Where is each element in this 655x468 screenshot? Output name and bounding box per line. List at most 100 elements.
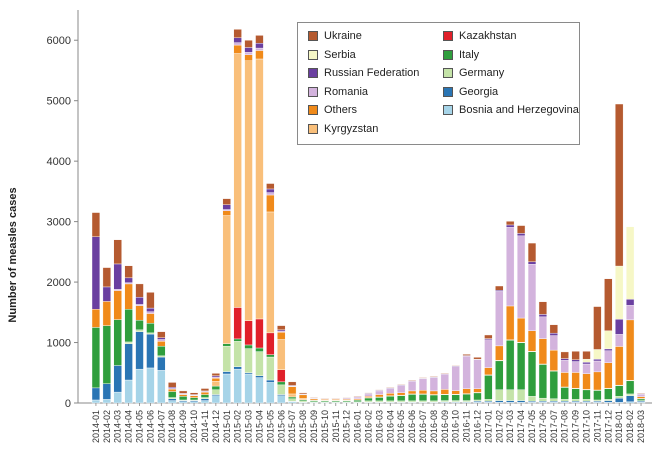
bar-segment	[244, 40, 253, 48]
bar-segment	[266, 356, 275, 381]
bar-segment	[288, 398, 297, 402]
bar-segment	[440, 374, 449, 390]
bar-segment	[516, 342, 526, 390]
bar-segment	[211, 373, 220, 376]
bar-stack	[168, 382, 177, 404]
bar-segment	[222, 371, 231, 375]
bar-segment	[189, 397, 199, 401]
legend-label: Kazakhstan	[459, 30, 517, 42]
bar-segment	[364, 393, 373, 397]
x-tick-label: 2016-12	[472, 410, 482, 443]
bar-segment	[593, 349, 602, 360]
bar-stack	[407, 379, 417, 404]
bar-segment	[615, 385, 624, 397]
bar-segment	[560, 351, 569, 359]
bar-segment	[277, 381, 286, 386]
y-tick-label: 1000	[47, 338, 71, 350]
bar-segment	[255, 50, 264, 60]
bar-segment	[277, 369, 286, 383]
legend-item: Bosnia and Herzegovina	[443, 102, 579, 118]
bar-segment	[560, 399, 569, 402]
bar-segment	[211, 385, 220, 390]
bar-segment	[375, 389, 384, 391]
bar-stack	[375, 389, 384, 404]
x-tick-label: 2015-04	[254, 410, 264, 443]
legend-swatch	[443, 86, 453, 97]
x-tick-label: 2018-02	[625, 410, 635, 443]
bar-segment	[222, 373, 231, 404]
bar-stack	[298, 392, 308, 404]
bar-segment	[211, 381, 220, 387]
bar-stack	[397, 384, 406, 404]
bar-segment	[266, 379, 275, 383]
bar-segment	[113, 239, 122, 265]
bar-segment	[484, 339, 493, 368]
x-tick-label: 2017-04	[516, 410, 526, 443]
bar-segment	[124, 343, 133, 381]
bar-segment	[298, 394, 308, 399]
bar-stack	[527, 242, 537, 404]
x-tick-label: 2014-11	[200, 410, 210, 442]
legend-item: Italy	[443, 47, 479, 63]
bar-segment	[451, 394, 460, 401]
bar-segment	[189, 392, 199, 395]
x-tick-label: 2015-05	[265, 410, 275, 443]
bar-segment	[571, 351, 580, 360]
bar-segment	[200, 391, 210, 395]
bar-segment	[113, 365, 122, 393]
bar-segment	[386, 395, 395, 402]
bar-segment	[506, 221, 515, 226]
bar-segment	[135, 331, 144, 370]
bar-segment	[222, 204, 231, 210]
x-tick-label: 2016-11	[462, 410, 472, 442]
bar-segment	[168, 400, 177, 404]
bar-segment	[418, 394, 428, 402]
bar-segment	[211, 378, 220, 382]
x-tick-label: 2016-06	[407, 410, 417, 443]
x-tick-label: 2017-01	[483, 410, 493, 443]
bar-segment	[233, 42, 242, 46]
x-tick-label: 2014-06	[145, 410, 155, 443]
bar-stack	[418, 377, 428, 404]
legend-swatch	[443, 68, 453, 78]
bar-segment	[146, 367, 155, 404]
bar-segment	[157, 331, 166, 338]
bar-segment	[244, 344, 253, 349]
bar-stack	[506, 221, 515, 404]
bar-segment	[418, 377, 428, 379]
bar-segment	[288, 393, 297, 398]
bar-segment	[615, 397, 624, 403]
bar-stack	[222, 198, 231, 404]
bar-stack	[331, 397, 340, 404]
bar-segment	[440, 394, 449, 401]
bar-stack	[244, 40, 253, 404]
bar-segment	[615, 265, 624, 320]
bar-segment	[571, 359, 580, 362]
bar-segment	[407, 379, 417, 381]
bar-segment	[113, 391, 122, 404]
bar-segment	[560, 372, 569, 388]
bar-segment	[277, 325, 286, 331]
bar-segment	[288, 396, 297, 399]
legend-swatch	[308, 123, 318, 134]
bar-segment	[124, 283, 133, 310]
y-tick-label: 3000	[47, 217, 71, 229]
x-tick-label: 2018-01	[614, 410, 624, 443]
legend-label: Georgia	[459, 85, 499, 98]
bar-segment	[255, 318, 264, 349]
bar-segment	[527, 330, 537, 352]
legend-swatch	[308, 31, 318, 41]
bar-segment	[397, 385, 406, 393]
bar-segment	[288, 386, 297, 395]
bar-stack	[516, 225, 526, 404]
x-tick-label: 2016-08	[429, 410, 439, 443]
bar-segment	[593, 390, 602, 401]
bar-stack	[135, 283, 144, 404]
bar-segment	[462, 388, 471, 394]
bar-stack	[582, 351, 591, 404]
x-tick-label: 2017-06	[538, 410, 548, 443]
legend-label: Germany	[459, 67, 505, 79]
bar-segment	[506, 305, 515, 341]
bar-segment	[244, 320, 253, 346]
bar-stack	[451, 365, 460, 404]
